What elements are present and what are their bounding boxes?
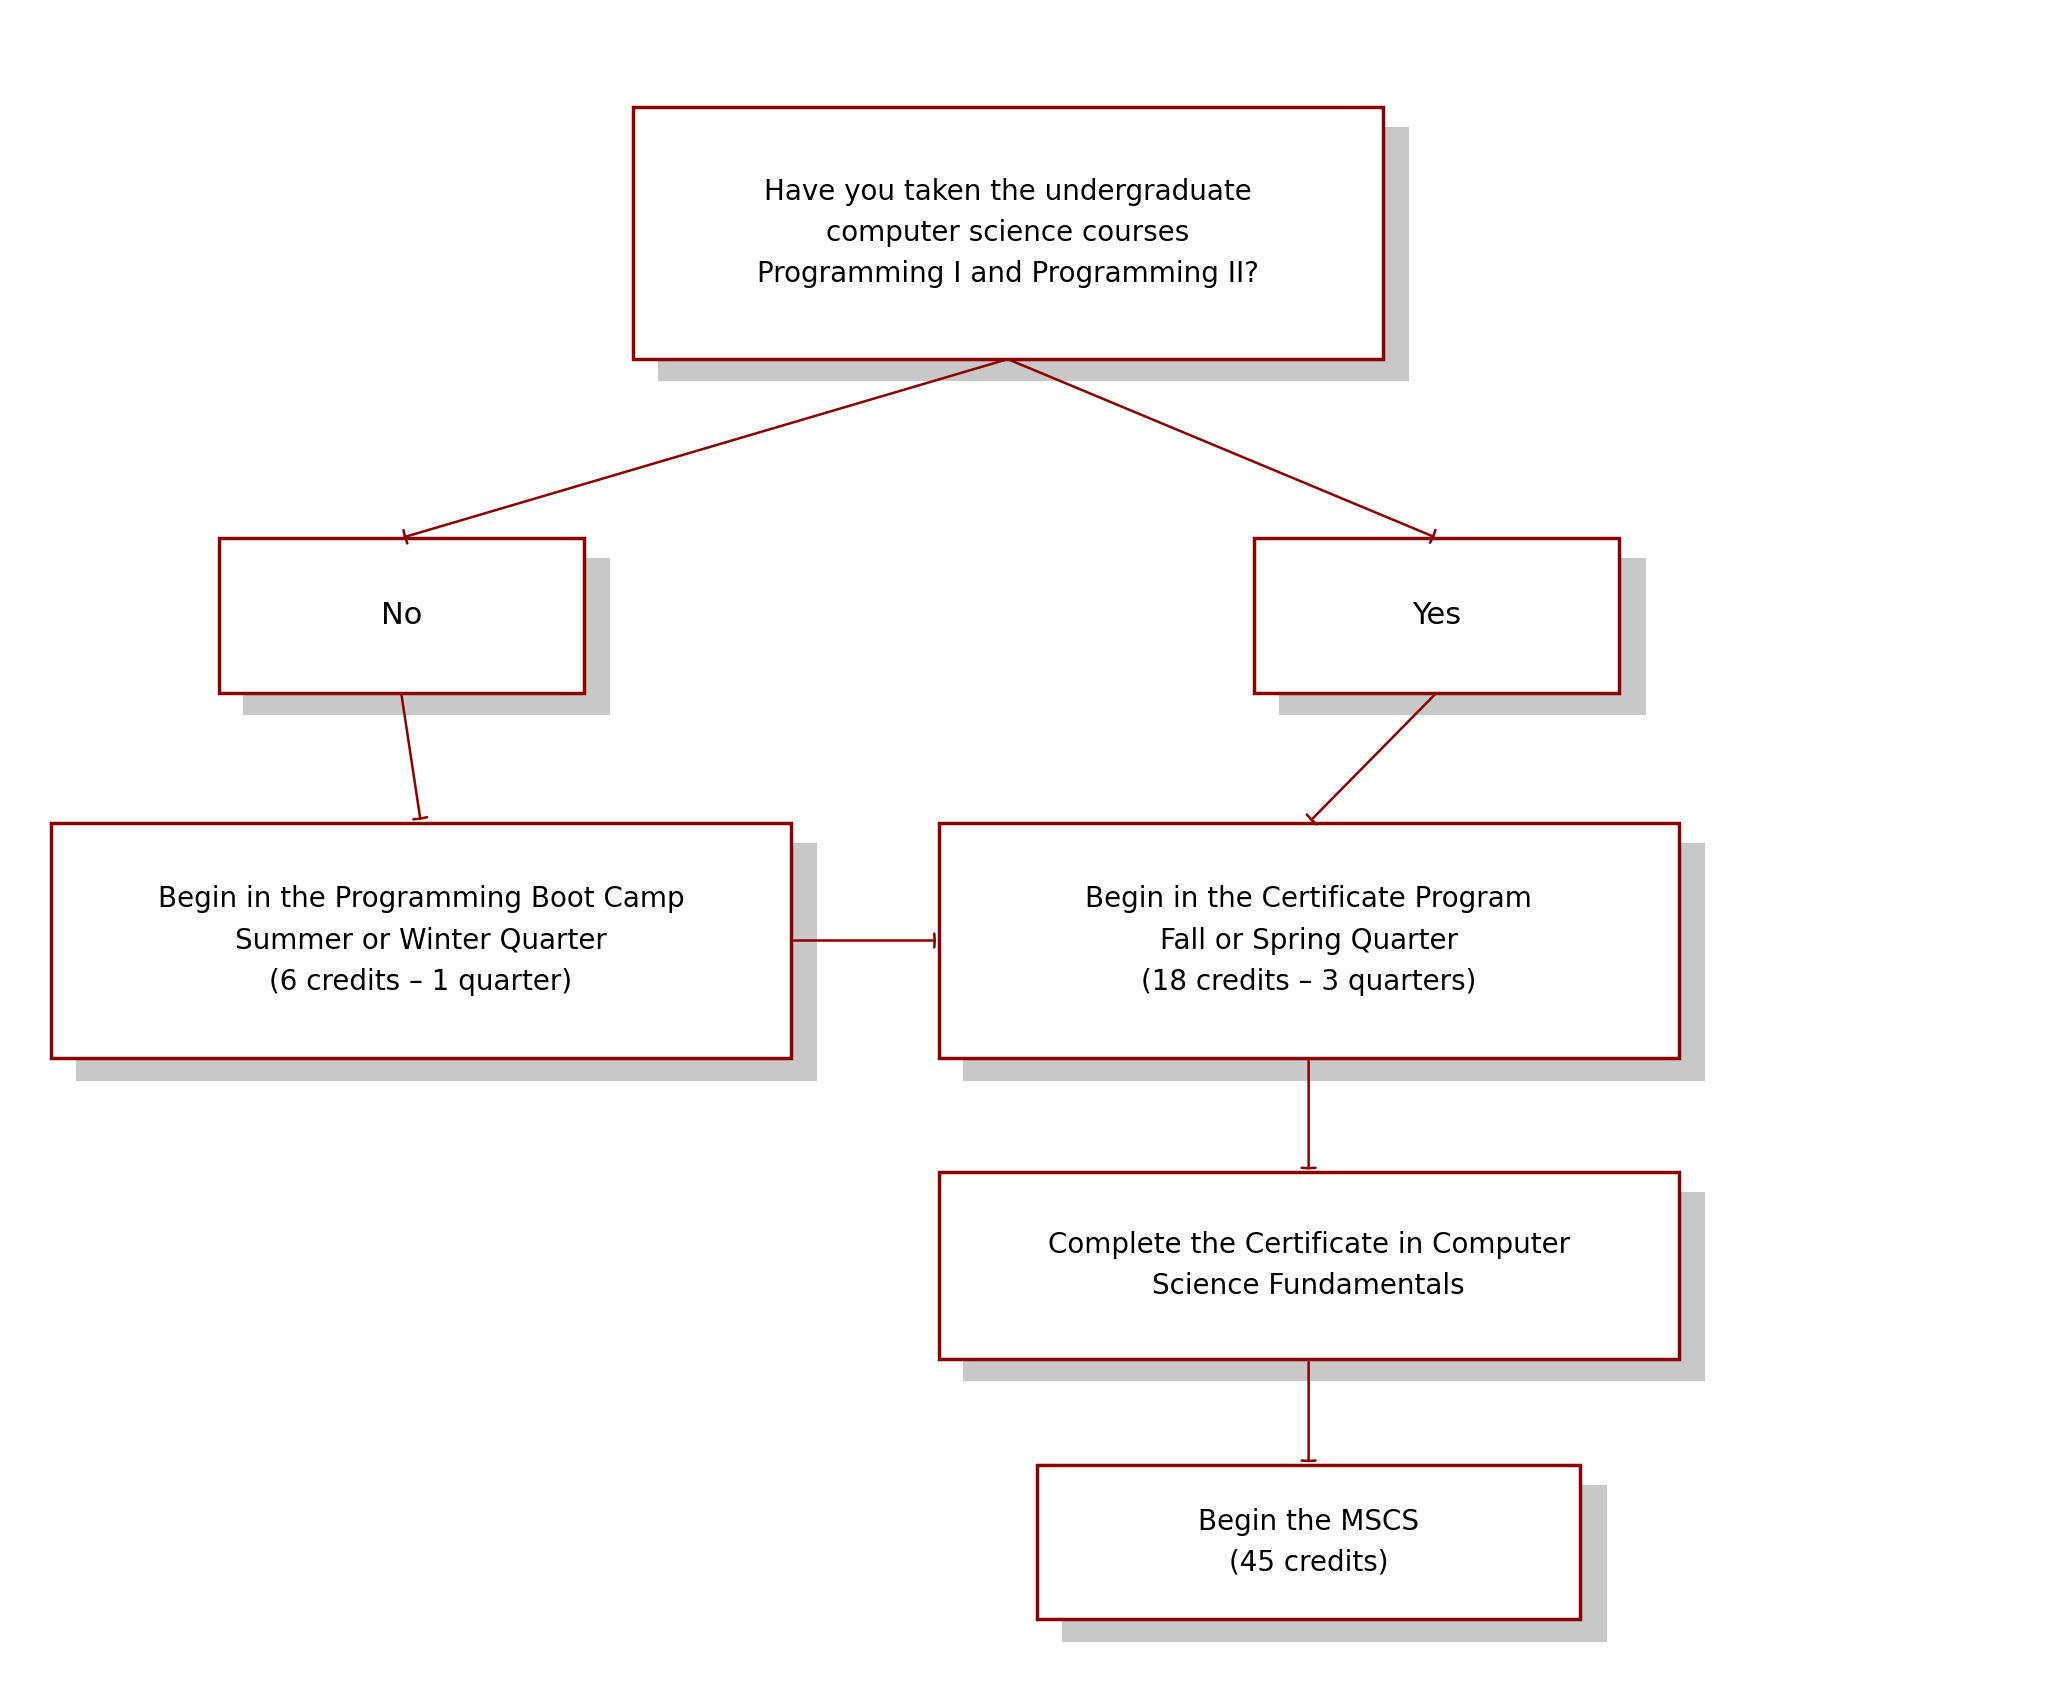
Text: No: No [380, 601, 421, 630]
Bar [245, 559, 608, 713]
Bar [1280, 559, 1644, 713]
Text: Begin in the Programming Boot Camp
Summer or Winter Quarter
(6 credits – 1 quart: Begin in the Programming Boot Camp Summe… [158, 886, 684, 996]
Bar [964, 1193, 1704, 1381]
Bar [633, 107, 1383, 359]
Bar [964, 844, 1704, 1079]
Text: Yes: Yes [1412, 601, 1461, 630]
Text: Begin the MSCS
(45 credits): Begin the MSCS (45 credits) [1198, 1508, 1420, 1577]
Bar [1254, 539, 1619, 693]
Bar [76, 844, 816, 1079]
Bar [51, 823, 791, 1059]
Bar [939, 1172, 1679, 1359]
Text: Begin in the Certificate Program
Fall or Spring Quarter
(18 credits – 3 quarters: Begin in the Certificate Program Fall or… [1085, 886, 1533, 996]
Bar [1038, 1465, 1580, 1619]
Bar [218, 539, 584, 693]
Text: Have you taken the undergraduate
computer science courses
Programming I and Prog: Have you taken the undergraduate compute… [756, 178, 1260, 288]
Text: Complete the Certificate in Computer
Science Fundamentals: Complete the Certificate in Computer Sci… [1048, 1232, 1570, 1301]
Bar [1062, 1486, 1605, 1640]
Bar [939, 823, 1679, 1059]
Bar [658, 129, 1408, 379]
